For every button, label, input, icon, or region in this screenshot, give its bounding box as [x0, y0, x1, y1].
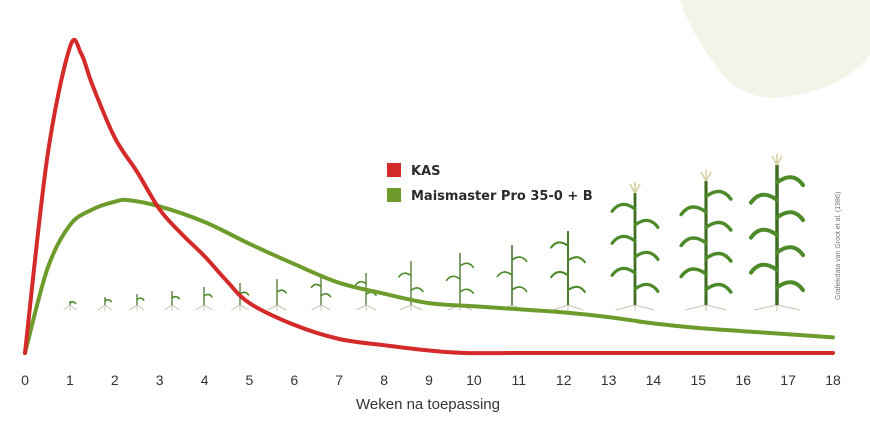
x-tick-label: 2 [111, 372, 119, 388]
x-tick-label: 14 [646, 372, 662, 388]
x-tick-label: 5 [246, 372, 254, 388]
legend-swatch-maismaster [387, 188, 401, 202]
legend: KAS Maismaster Pro 35-0 + B [387, 163, 593, 204]
x-tick-label: 9 [425, 372, 433, 388]
source-note: Grafiekdata van Groot et al. (1986) [835, 192, 842, 300]
plant-stage-16 [749, 154, 805, 311]
plant-stage-10 [398, 261, 424, 311]
plant-stage-15 [679, 170, 733, 311]
series-layer [23, 38, 835, 356]
x-axis-label: Weken na toepassing [356, 396, 500, 413]
x-tick-label: 18 [825, 372, 841, 388]
x-tick-label: 0 [21, 372, 29, 388]
legend-label-kas: KAS [411, 164, 441, 179]
x-tick-label: 13 [601, 372, 617, 388]
legend-swatch-kas [387, 163, 401, 177]
x-tick-label: 15 [691, 372, 707, 388]
x-tick-label: 12 [556, 372, 572, 388]
plant-illustrations [63, 154, 805, 311]
background-shape [680, 0, 870, 98]
x-tick-label: 16 [735, 372, 751, 388]
x-tick-label: 6 [290, 372, 298, 388]
plant-stage-2 [97, 297, 113, 311]
plant-stage-1 [63, 301, 77, 311]
x-tick-label: 3 [156, 372, 164, 388]
plant-stage-8 [310, 277, 332, 311]
x-tick-label: 1 [66, 372, 74, 388]
x-tick-label: 17 [780, 372, 796, 388]
plant-stage-14 [610, 182, 660, 311]
plant-stage-4 [164, 291, 181, 311]
series-line-kas [23, 38, 835, 356]
legend-label-maismaster: Maismaster Pro 35-0 + B [411, 189, 593, 204]
plant-stage-5 [195, 287, 213, 311]
x-tick-label: 7 [335, 372, 343, 388]
x-axis-ticks: 0 1 2 3 4 5 6 7 8 9 10 11 12 13 14 15 16 17 18 [21, 372, 841, 388]
x-tick-label: 11 [512, 372, 527, 388]
plant-stage-12 [496, 245, 528, 311]
series-line-maismaster [23, 197, 835, 355]
x-tick-label: 4 [201, 372, 209, 388]
plant-stage-7 [267, 279, 287, 311]
x-tick-label: 8 [380, 372, 388, 388]
plant-stage-13 [550, 231, 586, 311]
plant-stage-11 [445, 253, 475, 311]
plant-stage-3 [129, 294, 145, 311]
plant-stage-6 [231, 283, 250, 311]
x-tick-label: 10 [466, 372, 482, 388]
